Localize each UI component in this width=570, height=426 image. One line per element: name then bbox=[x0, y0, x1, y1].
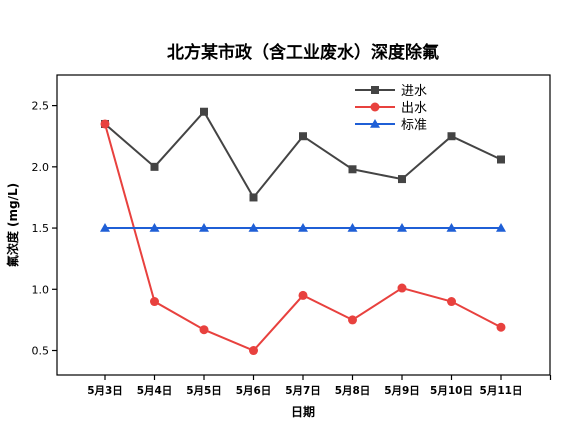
legend-marker bbox=[370, 119, 380, 128]
y-tick-label: 2.5 bbox=[32, 100, 50, 113]
data-point bbox=[299, 132, 307, 141]
data-point bbox=[248, 223, 259, 232]
data-point bbox=[100, 223, 110, 232]
x-tick-label: 5月9日 bbox=[384, 385, 420, 397]
x-tick-label: 5月4日 bbox=[137, 385, 173, 397]
data-point bbox=[497, 155, 505, 164]
data-point bbox=[348, 165, 357, 174]
series-layer bbox=[100, 107, 506, 356]
data-point bbox=[397, 283, 407, 293]
series-line bbox=[104, 110, 502, 200]
x-axis: 5月3日 5月4日 5月5日 5月6日 5月7日 5月8日 5月9日 5月10日 5月11日 bbox=[87, 375, 552, 397]
data-point bbox=[150, 297, 159, 307]
y-tick-label: 2.0 bbox=[32, 161, 50, 174]
y-tick-label: 1.0 bbox=[32, 283, 50, 296]
data-point bbox=[150, 162, 159, 171]
y-tick-label: 0.5 bbox=[32, 345, 50, 358]
x-tick-label: 5月5日 bbox=[186, 385, 222, 397]
data-point bbox=[199, 325, 209, 335]
y-tick-label: 1.5 bbox=[32, 222, 50, 235]
x-tick-label: 5月8日 bbox=[335, 385, 371, 397]
legend-marker bbox=[370, 102, 380, 112]
chart-title: 北方某市政（含工业废水）深度除氟 bbox=[167, 42, 439, 63]
data-point bbox=[496, 322, 506, 332]
x-tick-label: 5月6日 bbox=[236, 385, 272, 397]
x-tick-label: 5月7日 bbox=[285, 385, 321, 397]
legend-item: 标准 bbox=[355, 118, 427, 133]
legend-label: 标准 bbox=[401, 118, 427, 133]
data-point bbox=[100, 119, 110, 129]
data-point bbox=[249, 346, 258, 356]
series-line bbox=[104, 123, 502, 352]
data-point bbox=[200, 107, 208, 116]
data-point bbox=[447, 132, 456, 141]
legend-item: 出水 bbox=[355, 101, 427, 116]
data-point bbox=[298, 290, 308, 300]
data-point bbox=[496, 223, 506, 232]
legend-label: 进水 bbox=[401, 84, 427, 99]
data-point bbox=[398, 175, 406, 184]
x-tick-label: 5月11日 bbox=[480, 385, 523, 397]
x-axis-title: 日期 bbox=[291, 404, 315, 419]
data-point bbox=[149, 223, 160, 232]
y-axis: 0.5 1.0 1.5 2.0 2.5 bbox=[32, 100, 57, 358]
data-point bbox=[298, 223, 308, 232]
data-point bbox=[199, 223, 209, 232]
x-tick-label: 5月3日 bbox=[87, 385, 123, 397]
legend-item: 进水 bbox=[355, 84, 427, 99]
data-point bbox=[348, 315, 357, 325]
y-axis-title: 氟浓度 (mg/L) bbox=[5, 183, 20, 267]
data-point bbox=[447, 297, 456, 307]
series-3 bbox=[100, 223, 506, 232]
data-point bbox=[446, 223, 457, 232]
x-tick-label: 5月10日 bbox=[430, 385, 473, 397]
legend-label: 出水 bbox=[401, 101, 427, 116]
series-2 bbox=[100, 119, 506, 356]
data-point bbox=[347, 223, 358, 232]
legend-marker bbox=[371, 86, 379, 94]
data-point bbox=[249, 193, 258, 202]
series-1 bbox=[101, 107, 505, 202]
data-point bbox=[397, 223, 407, 232]
